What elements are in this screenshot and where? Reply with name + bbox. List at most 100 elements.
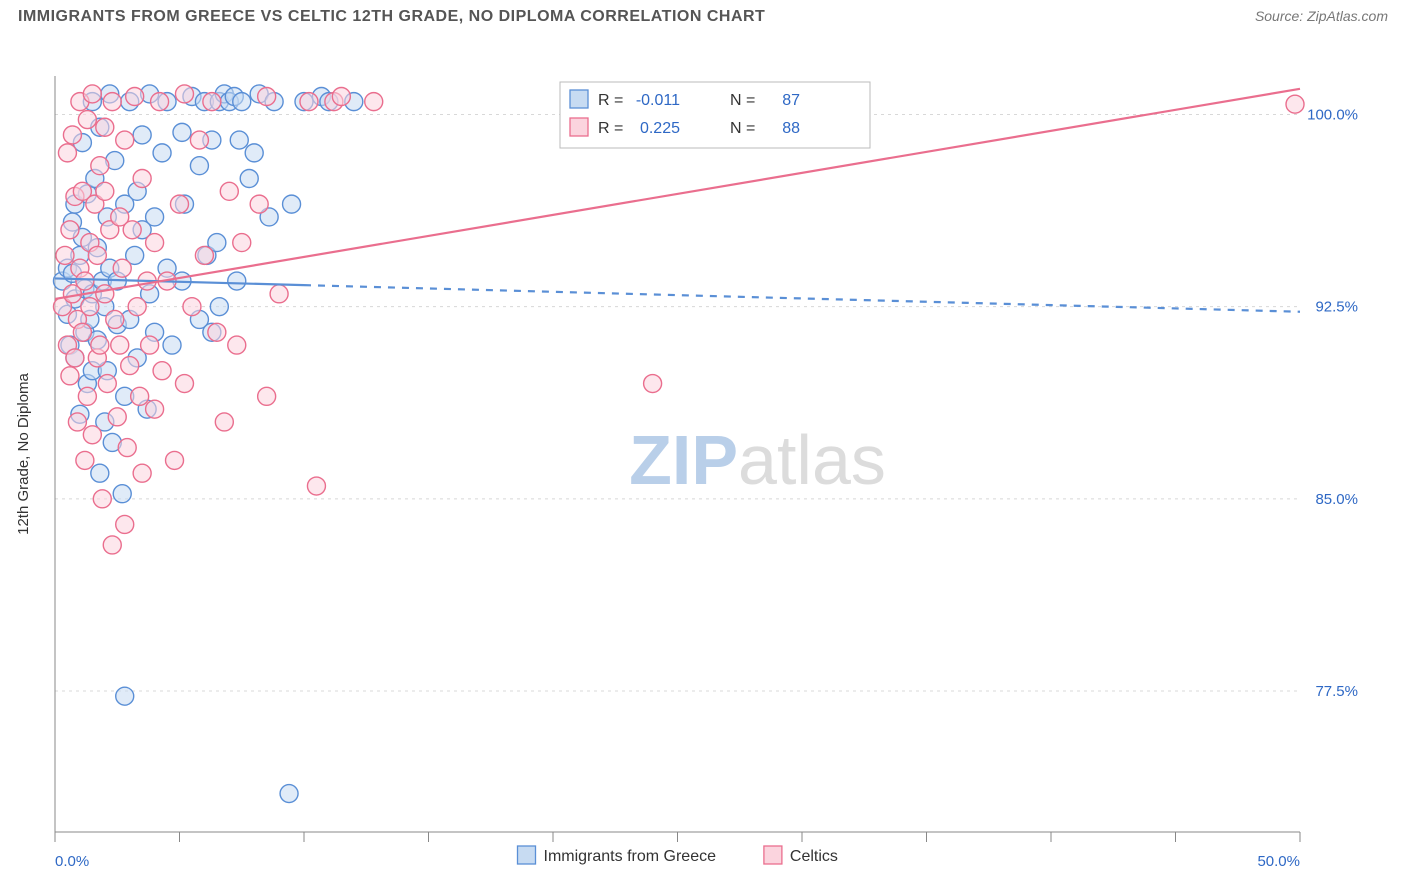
data-point xyxy=(146,208,164,226)
data-point xyxy=(88,246,106,264)
legend-n-value: 87 xyxy=(782,92,800,109)
data-point xyxy=(113,485,131,503)
data-point xyxy=(195,246,213,264)
data-point xyxy=(91,464,109,482)
data-point xyxy=(141,336,159,354)
y-tick-label: 92.5% xyxy=(1315,299,1358,316)
data-point xyxy=(258,88,276,106)
data-point xyxy=(78,111,96,129)
legend-r-value: 0.225 xyxy=(640,120,680,137)
data-point xyxy=(644,375,662,393)
legend-swatch xyxy=(518,846,536,864)
data-point xyxy=(153,144,171,162)
data-point xyxy=(96,182,114,200)
data-point xyxy=(78,387,96,405)
data-point xyxy=(175,375,193,393)
data-point xyxy=(332,88,350,106)
data-point xyxy=(300,93,318,111)
data-point xyxy=(240,170,258,188)
data-point xyxy=(73,323,91,341)
legend-n-label: N = xyxy=(730,120,755,137)
data-point xyxy=(83,426,101,444)
data-point xyxy=(208,323,226,341)
data-point xyxy=(131,387,149,405)
data-point xyxy=(163,336,181,354)
data-point xyxy=(250,195,268,213)
data-point xyxy=(151,93,169,111)
data-point xyxy=(116,131,134,149)
data-point xyxy=(230,131,248,149)
data-point xyxy=(68,413,86,431)
title-bar: IMMIGRANTS FROM GREECE VS CELTIC 12TH GR… xyxy=(0,0,1406,32)
data-point xyxy=(58,144,76,162)
data-point xyxy=(116,687,134,705)
data-point xyxy=(307,477,325,495)
data-point xyxy=(270,285,288,303)
chart-title: IMMIGRANTS FROM GREECE VS CELTIC 12TH GR… xyxy=(18,8,765,26)
data-point xyxy=(113,259,131,277)
legend-r-label: R = xyxy=(598,92,623,109)
data-point xyxy=(98,375,116,393)
y-tick-label: 77.5% xyxy=(1315,683,1358,700)
data-point xyxy=(103,93,121,111)
legend-r-label: R = xyxy=(598,120,623,137)
data-point xyxy=(146,400,164,418)
data-point xyxy=(61,221,79,239)
data-point xyxy=(126,88,144,106)
chart-container: IMMIGRANTS FROM GREECE VS CELTIC 12TH GR… xyxy=(0,0,1406,892)
data-point xyxy=(283,195,301,213)
legend-swatch xyxy=(570,118,588,136)
data-point xyxy=(123,221,141,239)
data-point xyxy=(103,536,121,554)
data-point xyxy=(81,298,99,316)
data-point xyxy=(228,272,246,290)
data-point xyxy=(61,367,79,385)
data-point xyxy=(91,336,109,354)
data-point xyxy=(121,357,139,375)
data-point xyxy=(96,285,114,303)
data-point xyxy=(233,93,251,111)
legend-label: Immigrants from Greece xyxy=(544,848,717,865)
data-point xyxy=(118,439,136,457)
data-point xyxy=(280,785,298,803)
data-point xyxy=(106,310,124,328)
legend-r-value: -0.011 xyxy=(636,92,680,109)
x-tick-label: 50.0% xyxy=(1257,853,1300,870)
data-point xyxy=(233,234,251,252)
data-point xyxy=(175,85,193,103)
data-point xyxy=(76,451,94,469)
data-point xyxy=(128,298,146,316)
data-point xyxy=(133,170,151,188)
legend-swatch xyxy=(570,90,588,108)
data-point xyxy=(146,234,164,252)
data-point xyxy=(166,451,184,469)
scatter-chart: 77.5%85.0%92.5%100.0%0.0%50.0%12th Grade… xyxy=(0,32,1406,894)
data-point xyxy=(133,126,151,144)
data-point xyxy=(220,182,238,200)
data-point xyxy=(91,157,109,175)
y-tick-label: 85.0% xyxy=(1315,491,1358,508)
data-point xyxy=(111,336,129,354)
data-point xyxy=(83,85,101,103)
data-point xyxy=(133,464,151,482)
data-point xyxy=(171,195,189,213)
legend-swatch xyxy=(764,846,782,864)
data-point xyxy=(245,144,263,162)
data-point xyxy=(153,362,171,380)
watermark: ZIPatlas xyxy=(629,421,886,499)
source-label: Source: ZipAtlas.com xyxy=(1255,8,1388,26)
trend-line-dash xyxy=(304,285,1300,312)
data-point xyxy=(210,298,228,316)
legend-n-value: 88 xyxy=(782,120,800,137)
data-point xyxy=(173,123,191,141)
data-point xyxy=(76,272,94,290)
data-point xyxy=(66,349,84,367)
data-point xyxy=(116,515,134,533)
data-point xyxy=(203,93,221,111)
x-tick-label: 0.0% xyxy=(55,853,89,870)
legend-n-label: N = xyxy=(730,92,755,109)
data-point xyxy=(365,93,383,111)
data-point xyxy=(63,126,81,144)
data-point xyxy=(96,118,114,136)
y-tick-label: 100.0% xyxy=(1307,106,1358,123)
